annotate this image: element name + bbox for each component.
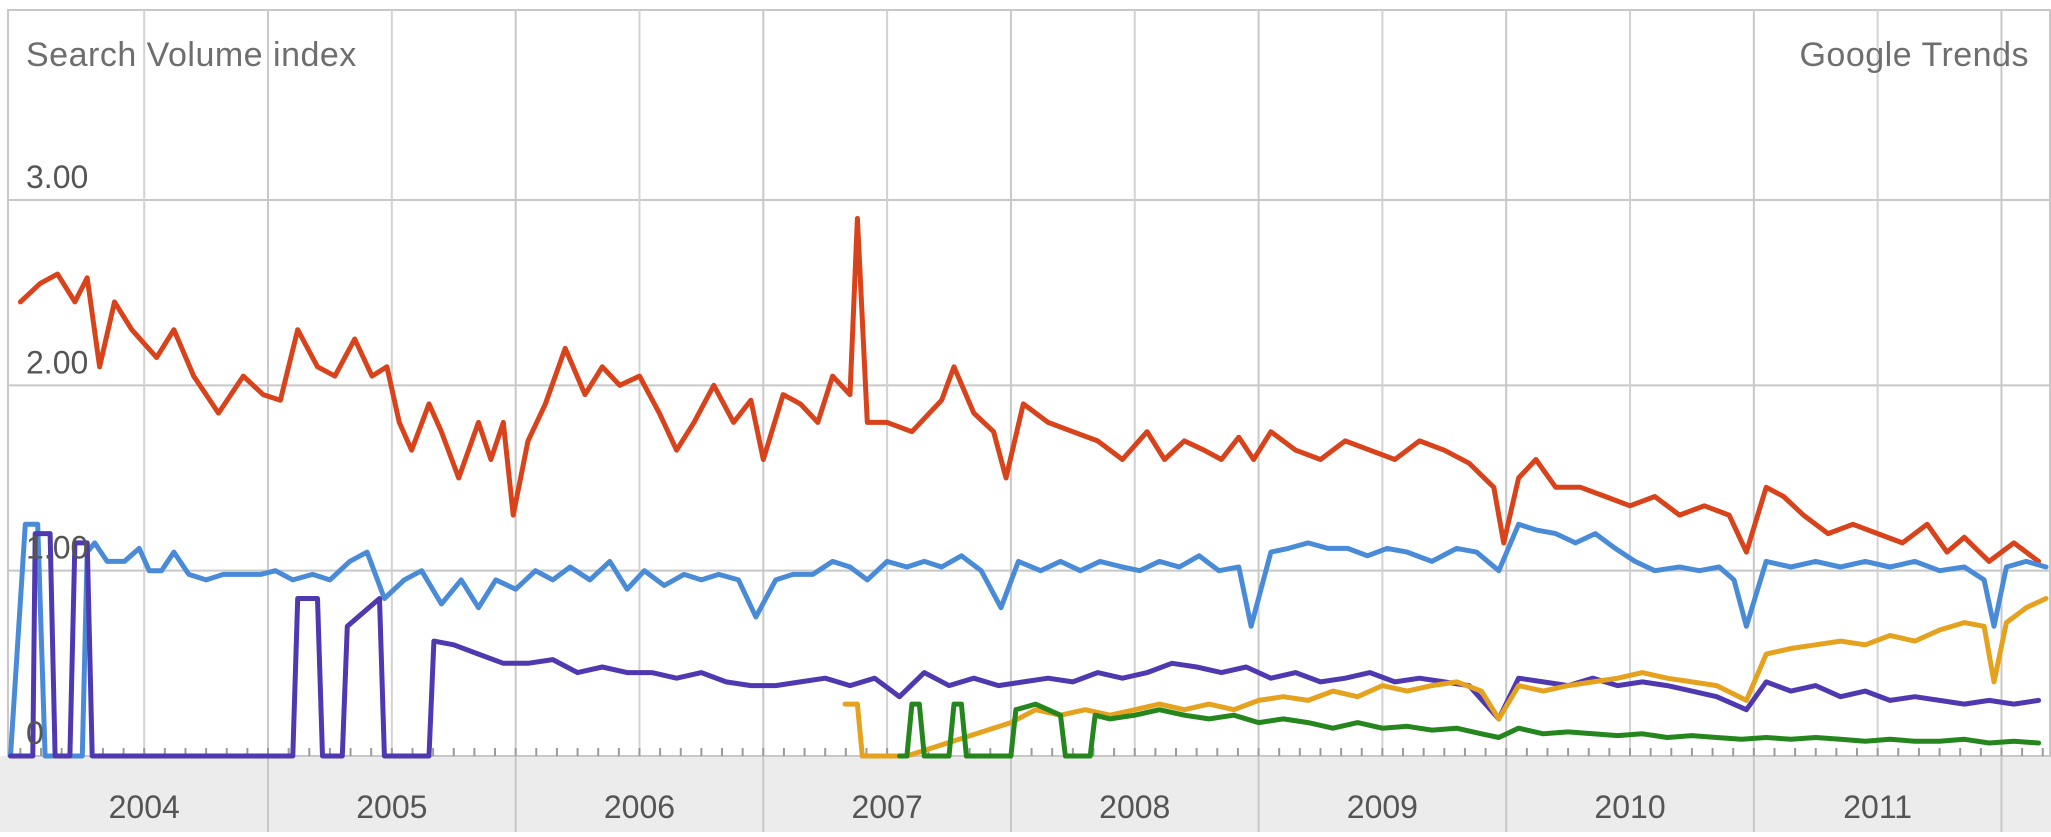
series-line-1 — [17, 216, 2042, 564]
x-axis-tick-labels: 2004 2005 2006 2007 2008 2009 2010 2011 — [109, 789, 1912, 825]
x-tick-label: 2008 — [1099, 789, 1170, 825]
x-tick-label: 2010 — [1594, 789, 1665, 825]
series-line-2 — [8, 521, 2049, 759]
x-tick-label: 2009 — [1347, 789, 1418, 825]
x-tick-label: 2005 — [356, 789, 427, 825]
series-line-3 — [8, 531, 2042, 759]
chart-title: Search Volume index — [26, 36, 357, 74]
y-tick-label: 1.00 — [26, 530, 88, 566]
x-tick-label: 2007 — [852, 789, 923, 825]
x-axis-band — [0, 756, 2051, 832]
google-trends-credit: Google Trends — [1799, 36, 2029, 74]
x-axis-background — [0, 756, 2051, 832]
series-line-4 — [842, 596, 2049, 759]
x-tick-label: 2006 — [604, 789, 675, 825]
series-lines — [8, 216, 2049, 759]
series-line-5 — [897, 701, 2042, 759]
x-tick-label: 2004 — [109, 789, 180, 825]
gridlines — [7, 9, 2051, 832]
y-tick-label: 3.00 — [26, 159, 88, 195]
x-tick-label: 2011 — [1843, 789, 1912, 825]
y-tick-label: 0 — [26, 715, 44, 751]
y-tick-label: 2.00 — [26, 344, 88, 380]
y-axis-tick-labels: 3.00 2.00 1.00 0 — [26, 159, 88, 751]
x-axis-tick-marks — [19, 748, 2044, 756]
